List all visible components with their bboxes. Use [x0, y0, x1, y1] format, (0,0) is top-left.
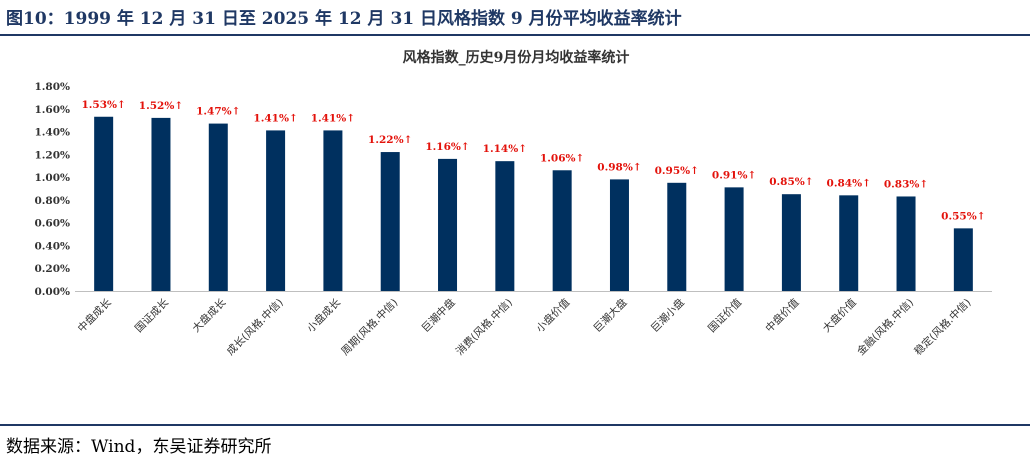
data-labels: 1.53%↑ 1.52%↑ 1.47%↑ 1.41%↑ 1.41%↑ 1.22%↑ 1.16…: [81, 99, 985, 223]
figure-header: 图10：1999 年 12 月 31 日至 2025 年 12 月 31 日风格…: [0, 0, 1032, 34]
y-tick-label: 0.20%: [34, 263, 70, 275]
bar: [151, 117, 171, 291]
x-tick-label: 周期(风格.中信): [338, 296, 400, 358]
bar: [724, 187, 744, 291]
figure-title: 图10：1999 年 12 月 31 日至 2025 年 12 月 31 日风格…: [6, 9, 682, 29]
y-tick-label: 1.00%: [34, 172, 70, 184]
data-label: 0.95%↑: [655, 165, 699, 177]
x-tick-label: 中盘价值: [763, 296, 802, 335]
bar: [208, 123, 228, 291]
bar: [94, 116, 114, 291]
data-label: 0.55%↑: [941, 210, 985, 222]
bar: [953, 228, 973, 291]
source-note: 数据来源：Wind，东吴证券研究所: [6, 437, 272, 457]
data-label: 1.47%↑: [196, 106, 240, 118]
x-tick-label: 稳定(风格.中信): [912, 296, 974, 358]
y-tick-label: 1.20%: [34, 149, 70, 161]
bar: [896, 196, 916, 291]
x-tick-label: 国证成长: [133, 296, 172, 335]
y-tick-label: 1.40%: [34, 127, 70, 139]
bar-chart: 风格指数_历史9月份月均收益率统计 0.00%0.20%0.40%0.60%0.…: [34, 49, 992, 358]
x-tick-label: 巨潮大盘: [591, 296, 630, 335]
bar: [552, 170, 572, 291]
data-label: 1.52%↑: [139, 100, 183, 112]
bar-series: [94, 116, 973, 291]
x-tick-label: 大盘价值: [820, 296, 859, 335]
bar: [323, 130, 343, 291]
x-tick-label: 小盘成长: [304, 296, 343, 335]
x-tick-label: 巨潮中盘: [419, 296, 458, 335]
chart-title: 风格指数_历史9月份月均收益率统计: [403, 49, 630, 66]
x-tick-label: 巨潮小盘: [648, 296, 687, 335]
x-tick-label: 小盘价值: [533, 296, 572, 335]
y-tick-label: 0.60%: [34, 218, 70, 230]
data-label: 1.14%↑: [483, 143, 527, 155]
y-tick-label: 0.40%: [34, 240, 70, 252]
data-label: 1.41%↑: [311, 112, 355, 124]
footer-rule: [0, 424, 1030, 426]
x-tick-label: 消费(风格.中信): [453, 296, 515, 358]
y-tick-label: 1.80%: [34, 81, 70, 93]
bar: [609, 179, 629, 291]
y-tick-label: 1.60%: [34, 104, 70, 116]
header-rule: [0, 34, 1030, 36]
data-label: 0.84%↑: [827, 177, 871, 189]
data-label: 1.53%↑: [81, 99, 125, 111]
bar: [266, 130, 286, 291]
data-label: 1.22%↑: [368, 134, 412, 146]
bar: [839, 195, 859, 291]
y-tick-label: 0.00%: [34, 286, 70, 298]
x-tick-label: 大盘成长: [190, 296, 229, 335]
data-label: 0.91%↑: [712, 169, 756, 181]
data-label: 1.16%↑: [425, 141, 469, 153]
x-tick-label: 成长(风格.中信): [224, 296, 286, 358]
data-label: 0.98%↑: [597, 161, 641, 173]
bar: [667, 182, 687, 291]
data-label: 1.06%↑: [540, 152, 584, 164]
data-label: 1.41%↑: [253, 112, 297, 124]
y-tick-label: 0.80%: [34, 195, 70, 207]
y-axis: 0.00% 0.20% 0.40% 0.60% 0.80% 1.00% 1.20% 1.40%…: [34, 81, 70, 298]
data-label: 0.83%↑: [884, 178, 928, 190]
data-label: 0.85%↑: [769, 176, 813, 188]
bar: [781, 194, 801, 291]
bar: [495, 161, 515, 291]
bar: [438, 158, 458, 291]
bar: [380, 152, 400, 291]
x-tick-label: 金融(风格.中信): [854, 296, 916, 358]
x-tick-label: 中盘成长: [75, 296, 114, 335]
x-tick-label: 国证价值: [705, 296, 744, 335]
